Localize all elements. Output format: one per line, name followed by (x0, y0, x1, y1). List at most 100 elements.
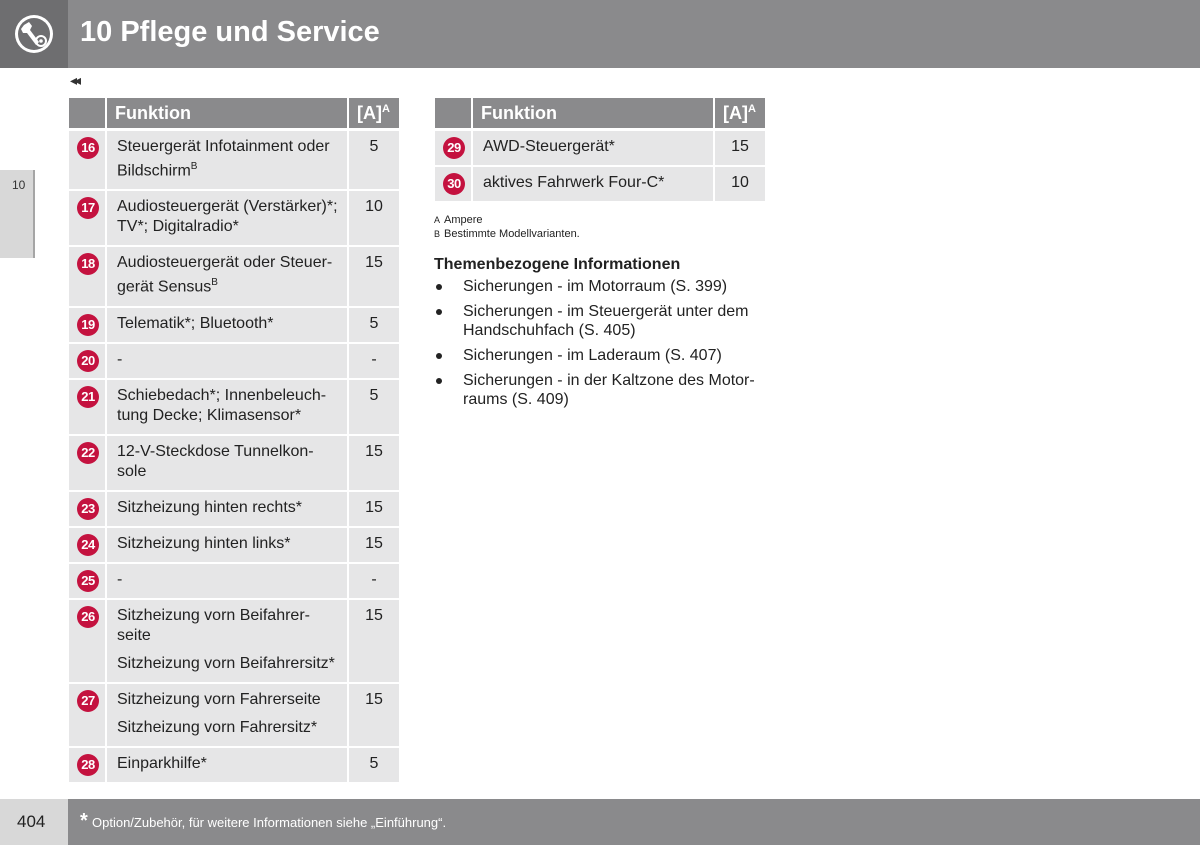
related-info-list: Sicherungen - im Motorraum (S. 399) Siche… (434, 277, 769, 415)
fuse-number-badge: 30 (443, 173, 465, 195)
fuse-number-badge: 26 (77, 605, 99, 628)
fuse-number-cell: 24 (69, 527, 107, 564)
ampere-cell: 15 (349, 527, 399, 564)
function-label: - (117, 350, 123, 368)
function-cell: Schiebedach*; Innenbeleuch-tung Decke; K… (107, 379, 349, 436)
table-row: 25- - (69, 563, 399, 600)
fuse-number-badge: 27 (77, 689, 99, 712)
page-header: 10 Pflege und Service (0, 0, 1200, 68)
function-text: - (117, 570, 339, 590)
table-row: 26 Sitzheizung vorn Beifahrer-seite Sitzhe… (69, 599, 399, 684)
fuse-number-cell: 27 (69, 683, 107, 748)
footnote-letter: B (434, 229, 441, 239)
ampere-cell: 15 (349, 435, 399, 492)
table-header-row: Funktion [A]A (69, 98, 399, 131)
ampere-cell: 15 (349, 683, 399, 748)
function-text: Sitzheizung hinten links* (117, 534, 339, 554)
table-footnotes: A Ampere B Bestimmte Modellvarianten. (434, 213, 580, 241)
ampere-cell: 10 (349, 191, 399, 248)
function-cell: Audiosteuergerät (Verstärker)*; TV*; Dig… (107, 191, 349, 248)
related-info-link[interactable]: Sicherungen - im Motorraum (S. 399) (434, 277, 769, 296)
footnote-text: Bestimmte Modellvarianten. (444, 228, 580, 240)
wrench-gear-icon (15, 15, 53, 53)
function-text: aktives Fahrwerk Four-C* (483, 173, 705, 193)
footnote-ref: B (190, 161, 198, 172)
related-info-text: Sicherungen - im Steuergerät unter dem H… (463, 303, 749, 339)
function-cell: Sitzheizung vorn Beifahrer-seite Sitzheiz… (107, 599, 349, 684)
function-text: Sitzheizung vorn Fahrersitz* (117, 718, 339, 738)
number-column-header (435, 98, 473, 131)
related-info-text: Sicherungen - im Motorraum (S. 399) (463, 278, 728, 295)
function-text: Audiosteuergerät oder Steuer-gerät Sensu… (117, 253, 339, 297)
fuse-number-badge: 20 (77, 349, 99, 372)
related-info-link[interactable]: Sicherungen - in der Kaltzone des Motor-… (434, 371, 769, 409)
footnote-a: A Ampere (434, 213, 580, 227)
fuse-number-cell: 26 (69, 599, 107, 684)
related-info-link[interactable]: Sicherungen - im Laderaum (S. 407) (434, 346, 769, 365)
ampere-cell: 5 (349, 131, 399, 192)
chapter-side-tab[interactable]: 10 (0, 170, 35, 258)
function-label: Audiosteuergerät (Verstärker)*; TV*; Dig… (117, 198, 338, 236)
fuse-table-right: Funktion [A]A 29 AWD-Steuergerät* 15 30 akti… (435, 98, 765, 203)
table-row: 22 12-V-Steckdose Tunnelkon-sole 15 (69, 435, 399, 492)
function-text: Telematik*; Bluetooth* (117, 314, 339, 334)
bullet-icon (436, 309, 442, 315)
fuse-number-cell: 28 (69, 747, 107, 784)
page-number-box: 404 (0, 799, 68, 845)
table-row: 27 Sitzheizung vorn Fahrerseite Sitzheizun… (69, 683, 399, 748)
page-footer: 404 * Option/Zubehör, für weitere Inform… (0, 799, 1200, 845)
table-row: 23 Sitzheizung hinten rechts* 15 (69, 491, 399, 528)
bullet-icon (436, 378, 442, 384)
function-cell: aktives Fahrwerk Four-C* (473, 167, 715, 203)
table-row: 30 aktives Fahrwerk Four-C* 10 (435, 167, 765, 203)
ampere-cell: 5 (349, 307, 399, 344)
fuse-number-badge: 19 (77, 313, 99, 336)
function-cell: 12-V-Steckdose Tunnelkon-sole (107, 435, 349, 492)
function-cell: Telematik*; Bluetooth* (107, 307, 349, 344)
fuse-number-cell: 22 (69, 435, 107, 492)
ampere-cell: 15 (349, 599, 399, 684)
function-label: Steuergerät Infotainment oder Bildschirm (117, 138, 330, 180)
fuse-number-badge: 23 (77, 497, 99, 520)
function-label: Audiosteuergerät oder Steuer-gerät Sensu… (117, 254, 333, 296)
bullet-icon (436, 284, 442, 290)
function-cell: Sitzheizung vorn Fahrerseite Sitzheizung … (107, 683, 349, 748)
fuse-number-badge: 21 (77, 385, 99, 408)
function-label: Sitzheizung vorn Beifahrersitz* (117, 654, 335, 672)
function-text: Schiebedach*; Innenbeleuch-tung Decke; K… (117, 386, 339, 426)
ampere-cell: 15 (349, 491, 399, 528)
function-label: Telematik*; Bluetooth* (117, 314, 274, 332)
table-row: 28 Einparkhilfe* 5 (69, 747, 399, 784)
function-label: Sitzheizung hinten links* (117, 534, 291, 552)
table-row: 16 Steuergerät Infotainment oder Bildschi… (69, 131, 399, 192)
fuse-number-badge: 24 (77, 533, 99, 556)
fuse-number-cell: 20 (69, 343, 107, 380)
function-cell: - (107, 563, 349, 600)
function-cell: Steuergerät Infotainment oder Bildschirm… (107, 131, 349, 192)
function-label: Schiebedach*; Innenbeleuch-tung Decke; K… (117, 386, 327, 424)
ampere-cell: - (349, 563, 399, 600)
chapter-side-tab-label: 10 (12, 178, 26, 192)
number-column-header (69, 98, 107, 131)
related-info-link[interactable]: Sicherungen - im Steuergerät unter dem H… (434, 302, 769, 340)
ampere-cell: 5 (349, 379, 399, 436)
fuse-number-badge: 22 (77, 441, 99, 464)
fuse-number-badge: 16 (77, 137, 99, 159)
function-label: - (117, 570, 123, 588)
function-label: Sitzheizung vorn Fahrersitz* (117, 718, 318, 736)
table-row: 24 Sitzheizung hinten links* 15 (69, 527, 399, 564)
bullet-icon (436, 353, 442, 359)
ampere-footnote-ref: A (382, 102, 390, 115)
chapter-title: 10 Pflege und Service (80, 16, 380, 48)
previous-page-icon[interactable]: ◂◂ (70, 72, 81, 88)
fuse-number-cell: 17 (69, 191, 107, 248)
function-text: Sitzheizung hinten rechts* (117, 498, 339, 518)
ampere-cell: 10 (715, 167, 765, 203)
related-info-text: Sicherungen - in der Kaltzone des Motor-… (463, 372, 755, 408)
function-cell: Audiosteuergerät oder Steuer-gerät Sensu… (107, 247, 349, 308)
function-column-header: Funktion (473, 98, 715, 131)
function-text: - (117, 350, 339, 370)
function-cell: Sitzheizung hinten links* (107, 527, 349, 564)
table-row: 21 Schiebedach*; Innenbeleuch-tung Decke;… (69, 379, 399, 436)
fuse-number-cell: 29 (435, 131, 473, 167)
